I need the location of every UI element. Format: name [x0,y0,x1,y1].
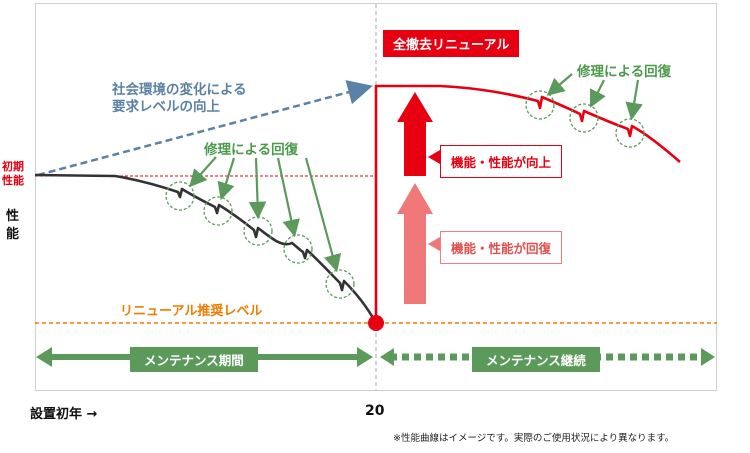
initial-performance-label: 初期 性能 [2,160,24,187]
improvement-callout-pointer [428,150,440,164]
x-axis-start-label: 設置初年 → [30,407,98,422]
recovery-callout-pointer [428,237,440,251]
repair-recovery-label-right: 修理による回復 [577,64,672,80]
chart-frame [35,3,717,391]
repair-markers-left [165,181,355,299]
repair-arrows-left [189,156,342,273]
performance-curve-left [34,173,378,324]
full-renewal-label: 全撤去リニューアル [383,30,520,57]
function-improved-label: 機能・性能が向上 [440,145,563,178]
function-recovered-label: 機能・性能が回復 [440,231,563,264]
demand-rise-arrow [37,80,373,177]
footnote: ※性能曲線はイメージです。実際のご使用状況により異なります。 [393,433,675,444]
maintenance-period-label: メンテナンス期間 [130,347,258,372]
renewal-level-label: リニューアル推奨レベル [120,304,263,319]
y-axis-label: 性 能 [6,209,20,242]
repair-recovery-label-left: 修理による回復 [204,142,299,158]
maintenance-continued-label: メンテナンス継続 [472,347,600,372]
repair-markers-right [525,90,645,148]
improvement-arrow [397,92,433,176]
performance-curve-right [374,84,681,323]
recovery-arrow [397,183,433,304]
repair-arrows-right [546,73,643,121]
social-demand-label: 社会環境の変化による 要求レベルの向上 [112,82,247,115]
x-axis-year-20-label: 20 [365,403,385,419]
